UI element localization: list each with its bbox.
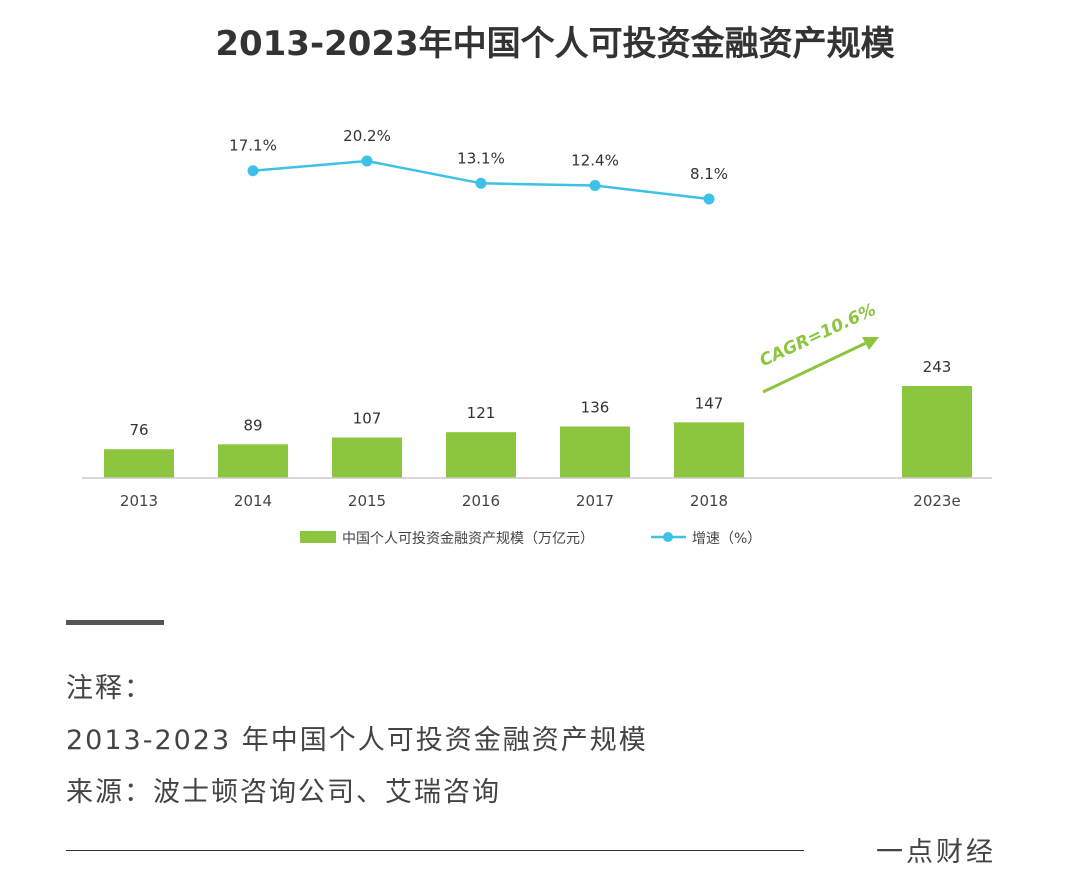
- notes-description: 2013-2023 年中国个人可投资金融资产规模: [66, 725, 648, 756]
- growth-point-2018: [703, 193, 715, 205]
- bar-value-label-2013: 76: [129, 421, 148, 439]
- x-tick-2015: 2015: [348, 492, 386, 510]
- x-tick-2023e: 2023e: [913, 492, 960, 510]
- footer: 一点财经: [66, 830, 996, 870]
- x-tick-2016: 2016: [462, 492, 500, 510]
- chart: 2013-2023年中国个人可投资金融资产规模 76 89 107 121 136 147…: [82, 24, 992, 547]
- bar-value-label-2014: 89: [243, 416, 262, 434]
- bar-2014: [218, 444, 288, 478]
- bar-2015: [332, 437, 402, 478]
- growth-label-2016: 13.1%: [457, 149, 505, 167]
- legend-line-label: 增速（%）: [692, 531, 761, 547]
- x-tick-2017: 2017: [576, 492, 614, 510]
- legend-bar-swatch: [300, 531, 336, 543]
- notes-section: 注释： 2013-2023 年中国个人可投资金融资产规模 来源：波士顿咨询公司、…: [66, 620, 1016, 819]
- x-ticks-layer: 2013 2014 2015 2016 2017 2018 2023e: [120, 492, 961, 510]
- cagr-arrow-shaft: [762, 340, 869, 394]
- growth-point-2016: [475, 177, 487, 189]
- cagr-annotation: CAGR=10.6%: [757, 300, 880, 394]
- legend-bar-label: 中国个人可投资金融资产规模（万亿元）: [342, 531, 594, 547]
- footer-brand: 一点财经: [876, 837, 996, 868]
- bar-2023e: [902, 386, 972, 478]
- bar-2017: [560, 426, 630, 478]
- bar-2013: [104, 449, 174, 478]
- growth-line-layer: 17.1% 20.2% 13.1% 12.4% 8.1%: [229, 127, 728, 205]
- legend-line-marker: [663, 532, 673, 542]
- chart-title: 2013-2023年中国个人可投资金融资产规模: [215, 24, 894, 64]
- footer-rule: [66, 850, 804, 851]
- growth-label-2014: 17.1%: [229, 137, 277, 155]
- growth-label-2017: 12.4%: [571, 151, 619, 169]
- legend: 中国个人可投资金融资产规模（万亿元） 增速（%）: [300, 531, 761, 547]
- notes-heading: 注释：: [66, 673, 153, 704]
- bar-value-label-2016: 121: [467, 404, 496, 422]
- x-tick-2013: 2013: [120, 492, 158, 510]
- growth-point-2017: [589, 179, 601, 191]
- bar-value-label-2017: 136: [581, 399, 610, 417]
- bars-layer: 76 89 107 121 136 147 243: [104, 358, 972, 478]
- x-tick-2018: 2018: [690, 492, 728, 510]
- bar-value-label-2018: 147: [695, 394, 724, 412]
- growth-point-2014: [247, 165, 259, 177]
- bar-value-label-2023e: 243: [923, 358, 952, 376]
- cagr-label: CAGR=10.6%: [757, 300, 880, 371]
- section-divider: [66, 620, 164, 625]
- x-tick-2014: 2014: [234, 492, 272, 510]
- growth-label-2015: 20.2%: [343, 127, 391, 145]
- bar-2016: [446, 432, 516, 478]
- growth-point-2015: [361, 155, 373, 167]
- bar-2018: [674, 422, 744, 478]
- notes-source: 来源：波士顿咨询公司、艾瑞咨询: [66, 777, 501, 808]
- bar-value-label-2015: 107: [353, 409, 382, 427]
- cagr-arrow-head-icon: [862, 337, 879, 350]
- growth-label-2018: 8.1%: [690, 165, 728, 183]
